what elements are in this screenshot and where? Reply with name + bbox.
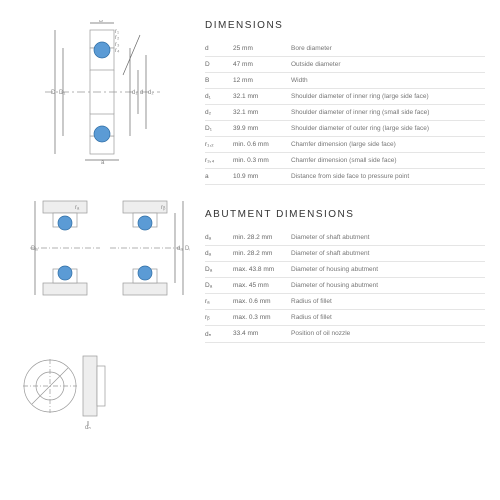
table-row: d₂32.1 mmShoulder diameter of inner ring… — [205, 105, 485, 121]
value-cell: max. 43.8 mm — [233, 262, 291, 278]
svg-text:D: D — [51, 90, 56, 96]
symbol-cell: d — [205, 41, 233, 57]
table-row: r₁,₂min. 0.6 mmChamfer dimension (large … — [205, 137, 485, 153]
value-cell: min. 0.3 mm — [233, 153, 291, 169]
desc-cell: Diameter of housing abutment — [291, 278, 485, 294]
svg-text:a: a — [101, 160, 105, 165]
desc-cell: Diameter of housing abutment — [291, 262, 485, 278]
abutment-title: ABUTMENT DIMENSIONS — [205, 209, 485, 220]
value-cell: 32.1 mm — [233, 89, 291, 105]
diagram-abutment: Dₐ rₐ rᵦ dₐ Dₐ — [15, 193, 190, 323]
symbol-cell: dₙ — [205, 326, 233, 343]
desc-cell: Chamfer dimension (large side face) — [291, 137, 485, 153]
tables-column: DIMENSIONS d25 mmBore diameterD47 mmOuts… — [205, 20, 485, 431]
desc-cell: Shoulder diameter of inner ring (large s… — [291, 89, 485, 105]
symbol-cell: D₁ — [205, 121, 233, 137]
abutment-section: ABUTMENT DIMENSIONS dₐmin. 28.2 mmDiamet… — [205, 209, 485, 343]
symbol-cell: a — [205, 169, 233, 185]
table-row: dₐmin. 28.2 mmDiameter of shaft abutment — [205, 246, 485, 262]
svg-text:d₂: d₂ — [148, 90, 154, 96]
table-row: a10.9 mmDistance from side face to press… — [205, 169, 485, 185]
dimensions-section: DIMENSIONS d25 mmBore diameterD47 mmOuts… — [205, 20, 485, 185]
svg-text:D₁: D₁ — [59, 90, 65, 96]
symbol-cell: r₃,₄ — [205, 153, 233, 169]
desc-cell: Radius of fillet — [291, 310, 485, 326]
value-cell: max. 45 mm — [233, 278, 291, 294]
svg-text:d: d — [140, 90, 143, 96]
page: B D D₁ d₁ d d₂ a r₁ r₂ r₃ r₄ Dₐ rₐ rᵦ dₐ… — [0, 0, 500, 451]
abutment-table: dₐmin. 28.2 mmDiameter of shaft abutment… — [205, 230, 485, 343]
symbol-cell: rₐ — [205, 294, 233, 310]
svg-text:rᵦ: rᵦ — [161, 205, 166, 211]
dimensions-table: d25 mmBore diameterD47 mmOutside diamete… — [205, 41, 485, 185]
value-cell: 32.1 mm — [233, 105, 291, 121]
symbol-cell: Dₐ — [205, 262, 233, 278]
symbol-cell: dₐ — [205, 230, 233, 246]
desc-cell: Shoulder diameter of outer ring (large s… — [291, 121, 485, 137]
svg-text:dₙ: dₙ — [85, 425, 91, 431]
svg-text:Dₐ: Dₐ — [31, 246, 38, 252]
symbol-cell: d₂ — [205, 105, 233, 121]
table-row: Dₐmax. 45 mmDiameter of housing abutment — [205, 278, 485, 294]
svg-text:d₁: d₁ — [132, 90, 137, 96]
desc-cell: Shoulder diameter of inner ring (small s… — [291, 105, 485, 121]
table-row: dₙ33.4 mmPosition of oil nozzle — [205, 326, 485, 343]
svg-text:r₂: r₂ — [115, 35, 120, 41]
symbol-cell: r₁,₂ — [205, 137, 233, 153]
desc-cell: Outside diameter — [291, 57, 485, 73]
table-row: d25 mmBore diameter — [205, 41, 485, 57]
symbol-cell: D — [205, 57, 233, 73]
table-row: d₁32.1 mmShoulder diameter of inner ring… — [205, 89, 485, 105]
table-row: D₁39.9 mmShoulder diameter of outer ring… — [205, 121, 485, 137]
value-cell: 47 mm — [233, 57, 291, 73]
table-row: rᵦmax. 0.3 mmRadius of fillet — [205, 310, 485, 326]
desc-cell: Diameter of shaft abutment — [291, 246, 485, 262]
desc-cell: Chamfer dimension (small side face) — [291, 153, 485, 169]
value-cell: 33.4 mm — [233, 326, 291, 343]
table-row: B12 mmWidth — [205, 73, 485, 89]
desc-cell: Distance from side face to pressure poin… — [291, 169, 485, 185]
svg-text:B: B — [99, 20, 103, 24]
svg-text:r₄: r₄ — [115, 48, 120, 54]
diagram-nozzle: dₙ — [15, 351, 125, 431]
table-row: r₃,₄min. 0.3 mmChamfer dimension (small … — [205, 153, 485, 169]
value-cell: max. 0.6 mm — [233, 294, 291, 310]
value-cell: min. 28.2 mm — [233, 246, 291, 262]
dimensions-title: DIMENSIONS — [205, 20, 485, 31]
svg-text:Dₐ: Dₐ — [185, 246, 190, 252]
value-cell: 25 mm — [233, 41, 291, 57]
value-cell: 12 mm — [233, 73, 291, 89]
symbol-cell: Dₐ — [205, 278, 233, 294]
table-row: rₐmax. 0.6 mmRadius of fillet — [205, 294, 485, 310]
symbol-cell: rᵦ — [205, 310, 233, 326]
diagram-cross-section: B D D₁ d₁ d d₂ a r₁ r₂ r₃ r₄ — [15, 20, 190, 165]
table-row: dₐmin. 28.2 mmDiameter of shaft abutment — [205, 230, 485, 246]
value-cell: max. 0.3 mm — [233, 310, 291, 326]
value-cell: 39.9 mm — [233, 121, 291, 137]
diagrams-column: B D D₁ d₁ d d₂ a r₁ r₂ r₃ r₄ Dₐ rₐ rᵦ dₐ… — [15, 20, 190, 431]
desc-cell: Bore diameter — [291, 41, 485, 57]
table-row: Dₐmax. 43.8 mmDiameter of housing abutme… — [205, 262, 485, 278]
value-cell: min. 28.2 mm — [233, 230, 291, 246]
desc-cell: Radius of fillet — [291, 294, 485, 310]
desc-cell: Diameter of shaft abutment — [291, 230, 485, 246]
desc-cell: Width — [291, 73, 485, 89]
symbol-cell: dₐ — [205, 246, 233, 262]
desc-cell: Position of oil nozzle — [291, 326, 485, 343]
table-row: D47 mmOutside diameter — [205, 57, 485, 73]
svg-text:dₐ: dₐ — [177, 246, 183, 252]
symbol-cell: B — [205, 73, 233, 89]
value-cell: min. 0.6 mm — [233, 137, 291, 153]
symbol-cell: d₁ — [205, 89, 233, 105]
value-cell: 10.9 mm — [233, 169, 291, 185]
